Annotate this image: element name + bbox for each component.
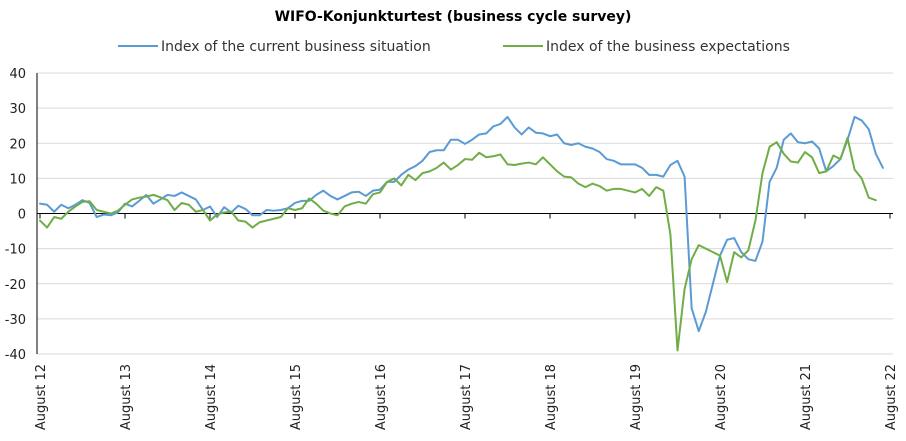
x-tick-label: August 21: [799, 364, 814, 430]
y-tick-label: -20: [5, 278, 26, 293]
x-axis: August 12 August 13 August 14 August 15 Augu…: [34, 213, 899, 430]
x-tick-label: August 20: [714, 364, 729, 430]
x-tick-label: August 14: [204, 364, 219, 430]
series: [39, 115, 884, 352]
x-tick-label: August 12: [34, 364, 49, 430]
series-line-current-situation: [39, 115, 884, 333]
y-tick-label: -30: [5, 313, 26, 328]
x-tick-label: August 22: [884, 364, 899, 430]
y-axis: -40 -30 -20 -10 0 10 20 30 40: [5, 67, 38, 363]
grid: [37, 72, 893, 355]
y-tick-label: 20: [9, 137, 26, 152]
x-tick-label: August 18: [544, 364, 559, 430]
x-tick-label: August 19: [629, 364, 644, 430]
x-tick-label: August 16: [374, 364, 389, 430]
legend-label-current-situation: Index of the current business situation: [161, 39, 431, 55]
y-tick-label: -40: [5, 348, 26, 363]
y-tick-label: 30: [9, 102, 26, 117]
chart-title: WIFO-Konjunkturtest (business cycle surv…: [275, 9, 632, 25]
y-tick-label: 0: [18, 208, 26, 223]
legend: Index of the current business situation …: [118, 39, 790, 55]
x-tick-label: August 17: [459, 364, 474, 430]
y-tick-label: -10: [5, 243, 26, 258]
y-tick-label: 40: [9, 67, 26, 82]
series-line-business-expectations: [39, 136, 877, 352]
x-tick-label: August 15: [289, 364, 304, 430]
legend-label-business-expectations: Index of the business expectations: [546, 39, 790, 55]
x-tick-label: August 13: [119, 364, 134, 430]
y-tick-label: 10: [9, 172, 26, 187]
